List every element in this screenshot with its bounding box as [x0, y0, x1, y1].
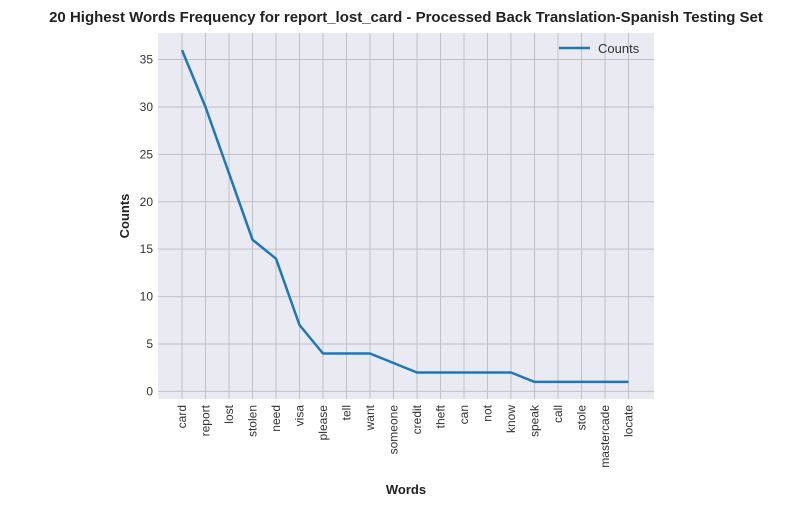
x-tick-label: know	[504, 405, 518, 433]
x-tick-label: visa	[293, 405, 307, 427]
x-tick-label: someone	[387, 405, 401, 455]
x-tick-label: call	[551, 405, 565, 423]
y-tick-label: 5	[146, 337, 153, 351]
x-tick-label: lost	[222, 404, 236, 423]
x-tick-label: report	[199, 404, 213, 436]
x-tick-label: mastercade	[598, 405, 612, 468]
x-gridlines	[181, 33, 629, 399]
y-gridlines	[158, 59, 654, 392]
x-tick-label: card	[175, 405, 189, 428]
x-tick-label: locate	[622, 405, 636, 437]
y-tick-label: 0	[146, 384, 153, 398]
x-axis-label: Words	[386, 482, 426, 497]
series-line-counts	[180, 49, 629, 384]
legend-label-counts: Counts	[598, 41, 640, 56]
y-tick-label: 30	[140, 100, 154, 114]
x-tick-label: can	[457, 405, 471, 424]
y-axis-label: Counts	[117, 194, 132, 239]
x-tick-label: speak	[528, 404, 542, 437]
x-tick-label: need	[269, 405, 283, 432]
x-tick-label: stolen	[246, 405, 260, 437]
x-tick-labels: card report lost stolen need visa please tell wa…	[175, 404, 636, 468]
chart-title: 20 Highest Words Frequency for report_lo…	[49, 9, 763, 26]
y-tick-label: 20	[140, 195, 154, 209]
x-tick-label: theft	[434, 404, 448, 428]
y-tick-label: 25	[140, 147, 154, 161]
x-tick-label: credit	[410, 404, 424, 434]
y-tick-labels: 0 5 10 15 20 25 30 35	[140, 53, 154, 399]
y-tick-label: 15	[140, 242, 154, 256]
legend: Counts	[559, 41, 640, 56]
x-tick-label: not	[481, 404, 495, 421]
x-tick-label: stole	[575, 405, 589, 431]
x-tick-label: tell	[340, 405, 354, 420]
x-tick-label: want	[363, 404, 377, 431]
series-layer	[180, 49, 629, 384]
plot-area	[158, 33, 654, 399]
x-tick-label: please	[316, 405, 330, 441]
y-tick-label: 35	[140, 53, 154, 67]
y-tick-label: 10	[140, 290, 154, 304]
